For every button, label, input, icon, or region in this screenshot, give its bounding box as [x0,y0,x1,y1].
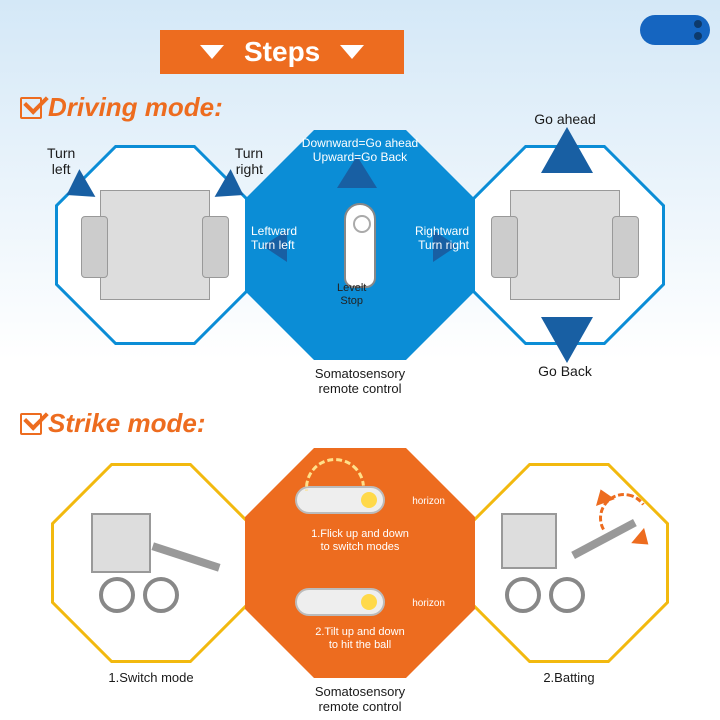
strike-center-panel: horizon horizon 1.Flick up and down to s… [245,448,475,678]
robot-strike-icon [81,513,221,613]
driving-center-panel: Downward=Go ahead Upward=Go Back Leftwar… [245,130,475,360]
strike-right-caption: 2.Batting [469,670,669,685]
strike-header: Strike mode: [20,408,206,439]
strike-left-caption: 1.Switch mode [51,670,251,685]
center-left-label: Leftward Turn left [251,224,297,253]
driving-left-panel: Turn left Turn right [55,145,255,345]
triangle-down-icon [200,45,224,59]
remote-icon [344,203,376,288]
driving-right-panel: Go ahead Go Back [465,145,665,345]
robot-diagram-icon [510,190,620,300]
horizon-label-2: horizon [412,598,445,609]
strike-line2: 2.Tilt up and down to hit the ball [275,626,445,652]
driving-row: Turn left Turn right Downward=Go ahead U… [0,130,720,360]
go-ahead-label: Go ahead [465,111,665,127]
center-up-label: Downward=Go ahead Upward=Go Back [295,136,425,165]
go-back-label: Go Back [465,363,665,379]
center-stop-label: Levelt Stop [337,282,366,308]
strike-right-panel: 2.Batting [469,463,669,663]
robot-diagram-icon [100,190,210,300]
strike-row: 1.Switch mode horizon horizon 1.Flick up… [0,448,720,678]
strike-left-panel: 1.Switch mode [51,463,251,663]
driving-center-caption: Somatosensory remote control [245,366,475,396]
checkbox-icon [20,413,42,435]
strike-center-caption: Somatosensory remote control [245,684,475,714]
strike-line1: 1.Flick up and down to switch modes [275,528,445,554]
steps-label: Steps [244,36,320,68]
blue-part-icon [630,0,720,60]
turn-left-label: Turn left [47,145,75,177]
center-right-label: Rightward Turn right [415,224,469,253]
remote-horizontal-icon [295,588,385,616]
driving-title: Driving mode: [48,92,223,123]
checkbox-icon [20,97,42,119]
steps-banner: Steps [160,30,404,74]
driving-header: Driving mode: [20,92,223,123]
triangle-down-icon [340,45,364,59]
strike-title: Strike mode: [48,408,206,439]
horizon-label-1: horizon [412,496,445,507]
